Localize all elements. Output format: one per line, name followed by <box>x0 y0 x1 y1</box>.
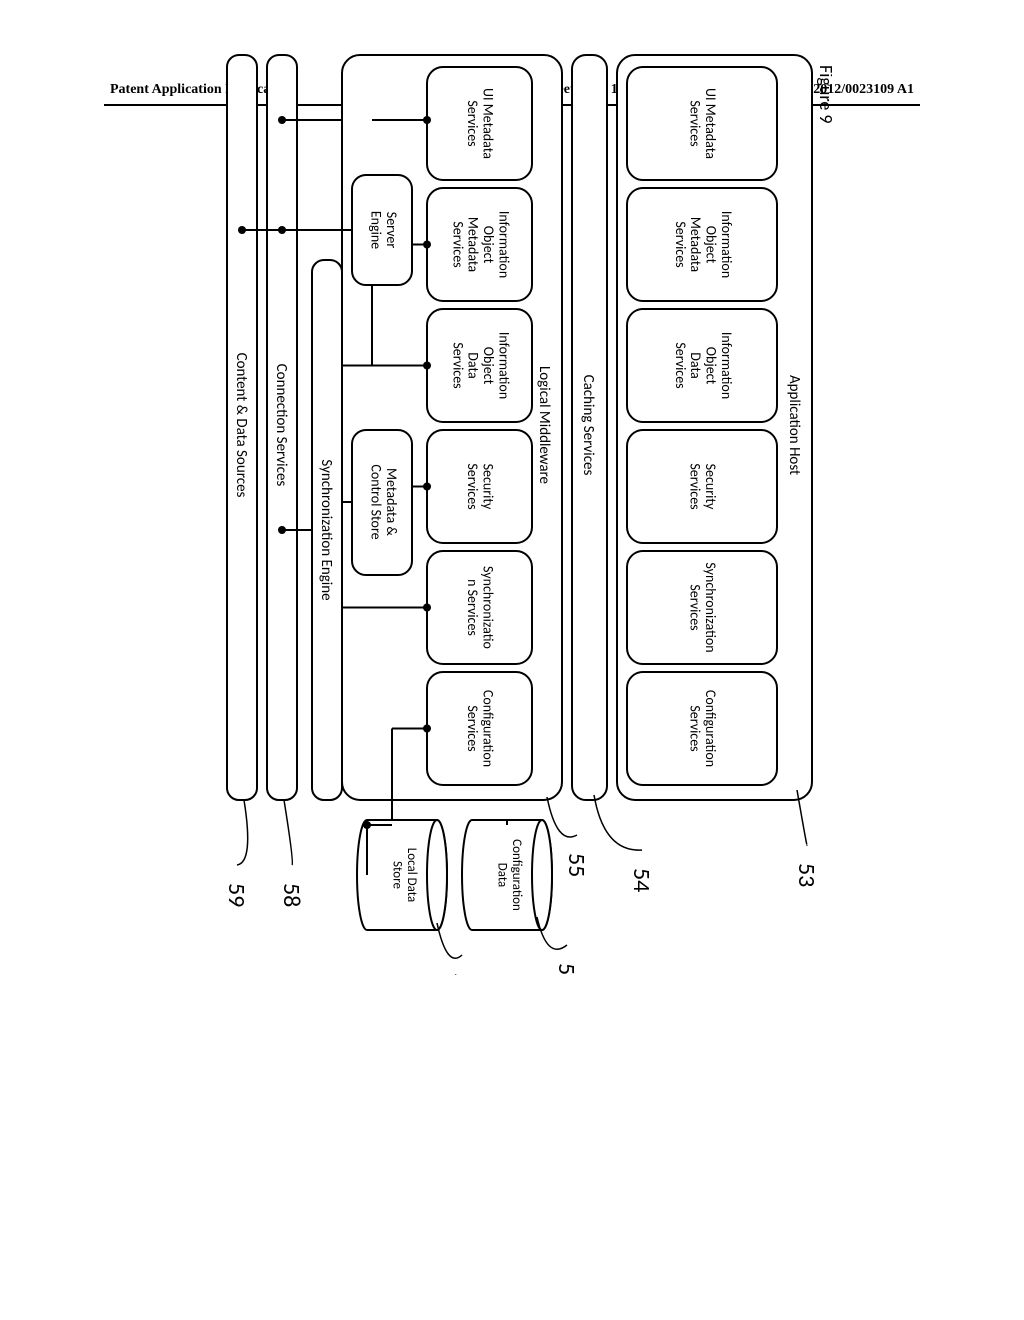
svg-text:SecurityServices: SecurityServices <box>464 463 496 510</box>
svg-text:59: 59 <box>222 883 251 907</box>
svg-text:57: 57 <box>447 973 476 975</box>
svg-text:Metadata &Control Store: Metadata &Control Store <box>368 464 400 539</box>
svg-text:Caching Services: Caching Services <box>579 375 597 476</box>
svg-text:53: 53 <box>792 863 821 887</box>
svg-text:54: 54 <box>627 868 656 892</box>
svg-text:Logical Middleware: Logical Middleware <box>535 366 553 484</box>
svg-text:58: 58 <box>277 883 306 907</box>
svg-text:55: 55 <box>562 853 591 877</box>
svg-text:56: 56 <box>552 963 581 975</box>
figure-9-diagram: Connection Services Content & Data Source… <box>192 45 832 975</box>
svg-text:ServerEngine: ServerEngine <box>368 211 400 249</box>
svg-text:Synchronization Engine: Synchronization Engine <box>317 459 335 600</box>
svg-text:SecurityServices: SecurityServices <box>687 463 719 510</box>
diagram-svg: Connection Services Content & Data Source… <box>192 45 832 975</box>
svg-text:Connection Services: Connection Services <box>272 364 290 487</box>
svg-text:Figure 9: Figure 9 <box>815 65 832 124</box>
svg-text:Application Host: Application Host <box>785 375 803 475</box>
svg-text:Content & Data Sources: Content & Data Sources <box>232 353 250 498</box>
